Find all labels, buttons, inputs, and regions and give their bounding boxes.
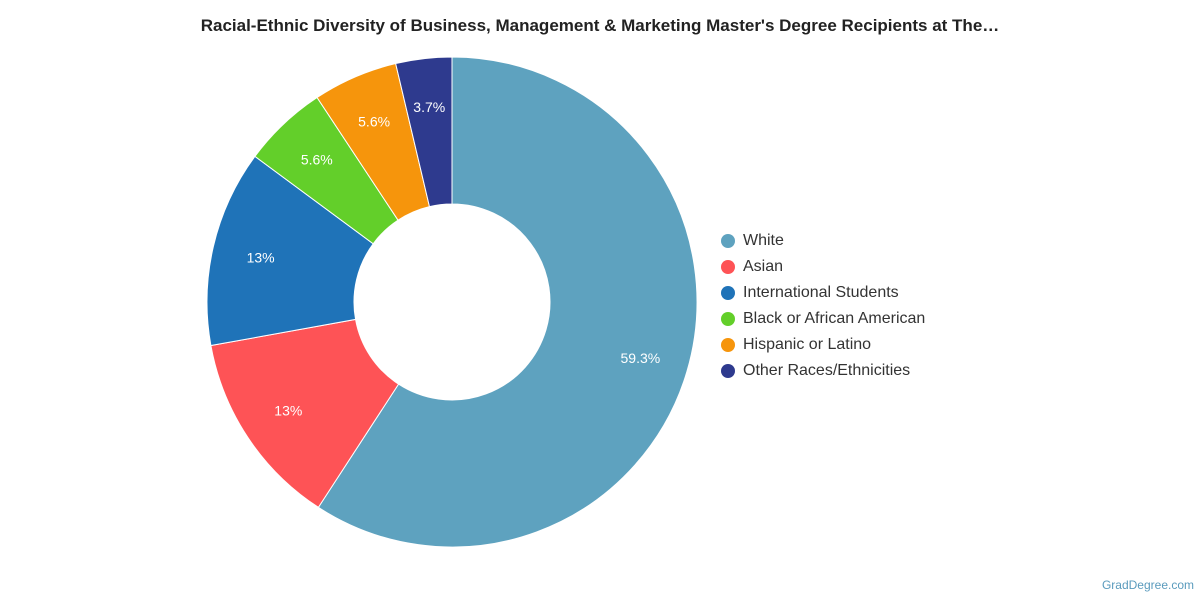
slice-label-hispanic-or-latino: 5.6% — [358, 114, 390, 130]
legend-swatch — [721, 364, 735, 378]
chart-legend: White Asian International Students Black or… — [721, 228, 925, 384]
slice-label-asian: 13% — [274, 403, 302, 419]
legend-label: International Students — [743, 284, 899, 301]
legend-swatch — [721, 286, 735, 300]
legend-swatch — [721, 312, 735, 326]
slice-label-other-races-ethnicities: 3.7% — [413, 99, 445, 115]
legend-item-white[interactable]: White — [721, 228, 925, 254]
legend-label: Other Races/Ethnicities — [743, 362, 911, 379]
legend-item-asian[interactable]: Asian — [721, 254, 925, 280]
legend-swatch — [721, 338, 735, 352]
slice-label-black-or-african-american: 5.6% — [301, 151, 333, 167]
slice-international-students[interactable] — [206, 155, 374, 347]
slice-white[interactable] — [317, 56, 698, 548]
legend-label: Black or African American — [743, 310, 926, 327]
slice-label-international-students: 13% — [247, 249, 275, 265]
slice-asian[interactable] — [210, 318, 400, 509]
legend-item-hispanic-or-latino[interactable]: Hispanic or Latino — [721, 332, 925, 358]
legend-item-black-or-african-american[interactable]: Black or African American — [721, 306, 925, 332]
legend-item-international-students[interactable]: International Students — [721, 280, 925, 306]
legend-label: Asian — [743, 258, 784, 275]
legend-swatch — [721, 234, 735, 248]
slice-label-white: 59.3% — [621, 350, 661, 366]
chart-title: Racial-Ethnic Diversity of Business, Man… — [200, 16, 1000, 35]
legend-label: Hispanic or Latino — [743, 336, 872, 353]
legend-swatch — [721, 260, 735, 274]
legend-label: White — [743, 232, 784, 249]
legend-item-other-races-ethnicities[interactable]: Other Races/Ethnicities — [721, 358, 925, 384]
source-credit: GradDegree.com — [1101, 578, 1194, 592]
slice-other-races-ethnicities[interactable] — [395, 56, 453, 208]
